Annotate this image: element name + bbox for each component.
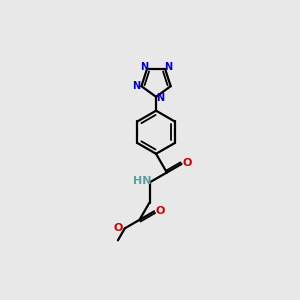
- Text: N: N: [140, 62, 148, 72]
- Text: O: O: [114, 223, 123, 232]
- Text: O: O: [183, 158, 192, 168]
- Text: HN: HN: [133, 176, 151, 186]
- Text: O: O: [156, 206, 165, 216]
- Text: N: N: [132, 81, 140, 91]
- Text: N: N: [164, 62, 172, 72]
- Text: N: N: [157, 93, 165, 103]
